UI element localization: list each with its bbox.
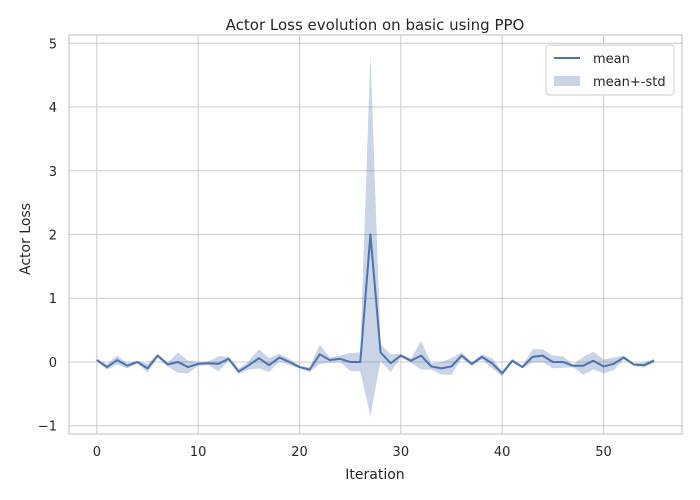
plot-frame [68,34,683,435]
x-tick-label: 30 [393,445,410,460]
y-tick-label: −1 [38,420,57,435]
x-tick-label: 40 [494,445,511,460]
legend-mean-label: mean [593,52,630,67]
y-tick-label: 2 [49,229,57,244]
legend-std-swatch [554,76,580,86]
y-tick-label: 1 [49,292,57,307]
x-tick-label: 10 [190,445,207,460]
std-band-layer [96,54,655,417]
std-band [96,54,655,417]
x-tick-labels: 0 10 20 30 40 50 [93,445,612,460]
y-tick-label: 0 [49,356,57,371]
mean-line-layer [96,233,655,375]
y-tick-label: 5 [49,37,57,52]
y-tick-labels: −1 0 1 2 3 4 5 [38,37,57,434]
mean-line [96,233,655,375]
x-tick-label: 0 [93,445,101,460]
x-axis-label: Iteration [345,467,404,483]
x-tick-label: 20 [291,445,308,460]
legend: mean mean+-std [545,44,675,96]
y-axis-label: Actor Loss [18,203,34,275]
y-tick-label: 3 [49,165,57,180]
legend-std-label: mean+-std [593,75,666,90]
x-tick-label: 50 [595,445,612,460]
chart-title: Actor Loss evolution on basic using PPO [226,16,525,34]
y-tick-label: 4 [49,101,57,116]
